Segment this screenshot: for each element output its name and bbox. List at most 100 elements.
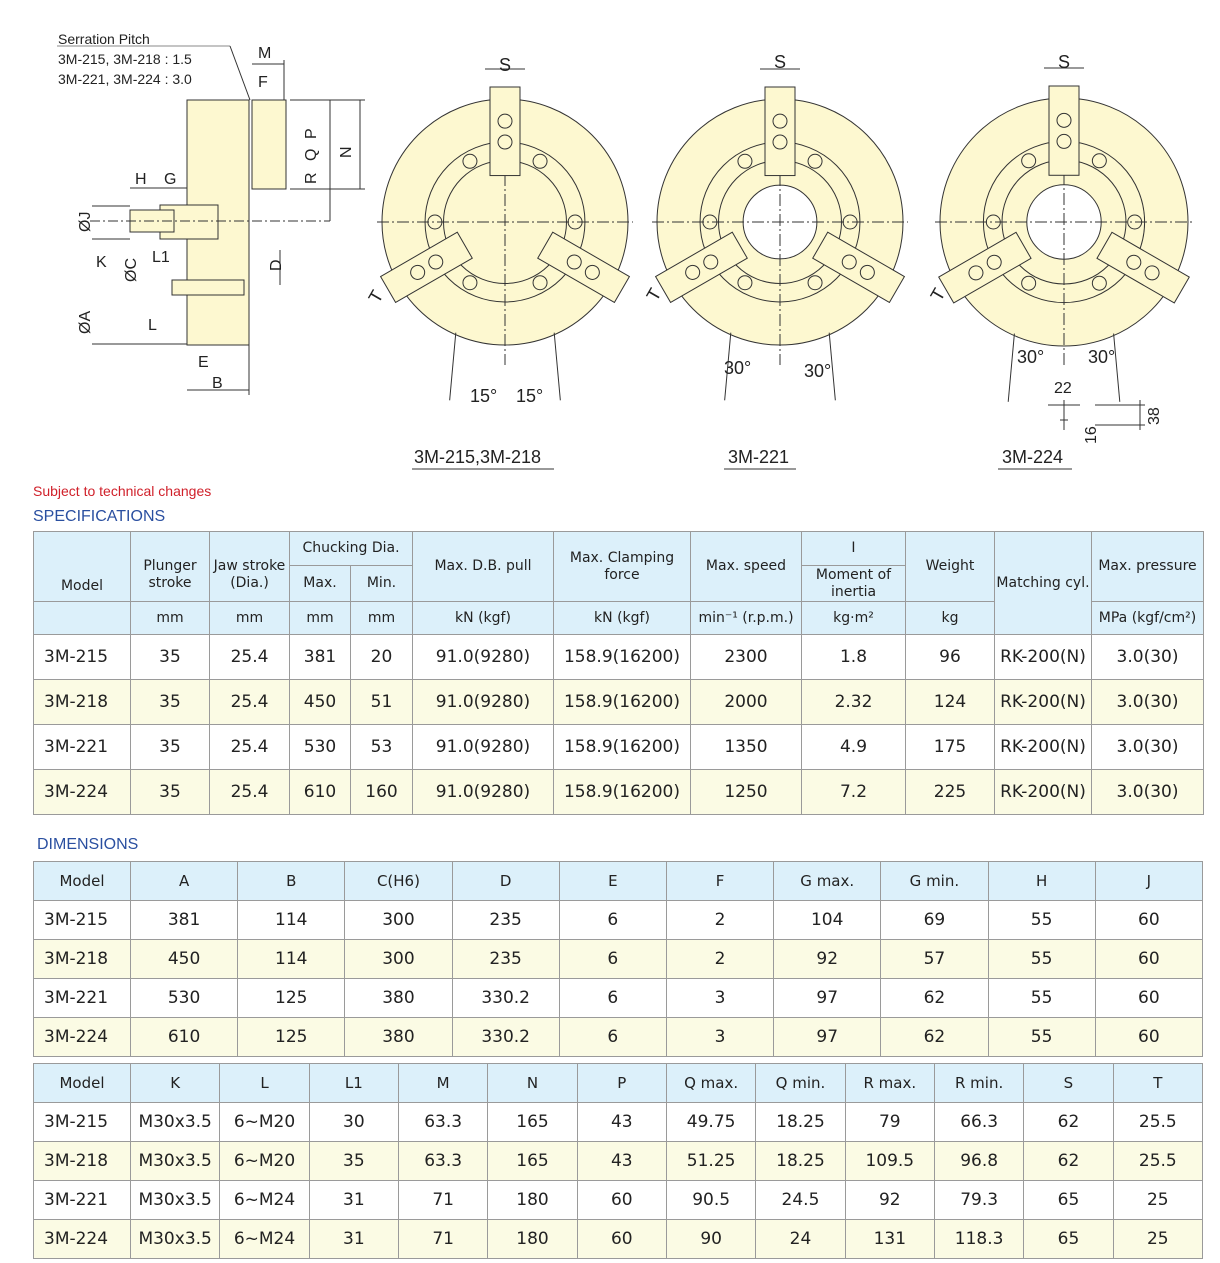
mounting-hole (985, 214, 1001, 230)
detail-dim-38: 38 (1146, 407, 1163, 425)
specifications-table: Model Plunger stroke Jaw stroke (Dia.) C… (33, 531, 1204, 815)
header-max-pressure: Max. pressure (1091, 531, 1204, 602)
table-cell: 66.3 (933, 1102, 1025, 1142)
mounting-hole (567, 214, 583, 230)
table-cell: 2 (665, 939, 775, 979)
table-cell: 20 (350, 634, 413, 680)
angle-line (1007, 333, 1015, 402)
table-cell: 6 (558, 900, 667, 940)
dim-label-s: S (774, 52, 786, 72)
mounting-hole (462, 275, 478, 291)
table-cell: 530 (129, 978, 239, 1018)
unit-label: kg·m² (801, 601, 906, 635)
jaw-block (654, 231, 748, 304)
table-cell: 71 (397, 1219, 489, 1259)
dim-label-g: G (164, 171, 176, 188)
mounting-hole (1021, 153, 1037, 169)
dimensions-table-1: Model A B C(H6) D E F G max. G min. H J 3M-215 381 11… (33, 861, 1204, 1057)
table-cell: 62 (880, 978, 989, 1018)
table-cell: 97 (773, 1017, 882, 1057)
bolt-hole (1126, 254, 1142, 270)
column-header: A (129, 861, 239, 901)
table-cell: 109.5 (844, 1141, 935, 1181)
jaw (1096, 231, 1190, 304)
table-cell: RK-200(N) (994, 679, 1092, 725)
table-row: 3M-215 M30x3.5 6~M20 30 63.3 165 43 49.75 18.25 7… (33, 1102, 1204, 1142)
table-cell: 300 (344, 939, 453, 979)
table-cell: 25 (1112, 1219, 1204, 1259)
table-cell: 610 (289, 769, 351, 815)
table-row: 3M-218 35 25.4 450 51 91.0(9280) 158.9(16200) 2… (33, 679, 1204, 725)
jaw (812, 231, 906, 304)
angle-line (553, 332, 561, 401)
dim-label-s: S (499, 55, 511, 75)
table-cell: 30 (308, 1102, 399, 1142)
dim-label-e: E (198, 354, 209, 371)
table-cell: 380 (344, 1017, 453, 1057)
mounting-hole (532, 275, 548, 291)
mounting-hole (1091, 153, 1107, 169)
mounting-hole (532, 153, 548, 169)
detail-dim-16: 16 (1083, 426, 1100, 444)
header-chucking-dia: Chucking Dia. (289, 531, 413, 566)
table-cell: 3.0(30) (1091, 769, 1204, 815)
table-cell: 18.25 (755, 1102, 846, 1142)
table-cell: 18.25 (755, 1141, 846, 1181)
dim-label-n: N (338, 146, 355, 158)
column-header: R max. (844, 1063, 935, 1103)
table-cell: 24 (755, 1219, 846, 1259)
dim-label-q: Q (303, 149, 320, 161)
table-cell: 92 (773, 939, 882, 979)
dim-label-t: T (364, 287, 387, 307)
dim-label-b: B (212, 375, 223, 392)
angle-line (828, 332, 836, 401)
table-cell: M30x3.5 (129, 1141, 221, 1181)
mounting-hole (1127, 214, 1143, 230)
header-db-pull: Max. D.B. pull (412, 531, 554, 602)
dim-label-c: ØC (123, 258, 140, 282)
table-cell: 104 (773, 900, 882, 940)
header-matching-cyl: Matching cyl. (994, 531, 1092, 635)
view-caption: 3M-224 (1002, 447, 1063, 467)
table-cell: 4.9 (801, 724, 906, 770)
table-cell: 24.5 (755, 1180, 846, 1220)
column-header: G min. (880, 861, 989, 901)
dimensions-title: DIMENSIONS (37, 836, 139, 853)
table-cell: 530 (289, 724, 351, 770)
table-cell: 2300 (690, 634, 802, 680)
table-cell: 6 (558, 978, 667, 1018)
table-cell: 62 (1023, 1102, 1114, 1142)
table-cell: RK-200(N) (994, 634, 1092, 680)
bolt-hole (986, 254, 1002, 270)
jaw-block (812, 231, 906, 304)
jaw (764, 86, 796, 177)
table-row: 3M-215 35 25.4 381 20 91.0(9280) 158.9(16200) 2… (33, 634, 1204, 680)
column-header: Model (33, 861, 131, 901)
table-cell: 114 (237, 900, 346, 940)
table-cell: 3.0(30) (1091, 679, 1204, 725)
dim-label-l1: L1 (152, 249, 170, 266)
table-cell: 300 (344, 900, 453, 940)
angle-label: 30° (804, 361, 831, 381)
column-header: Model (33, 1063, 131, 1103)
model-cell: 3M-218 (33, 1141, 131, 1181)
table-cell: 55 (987, 1017, 1096, 1057)
table-cell: 330.2 (451, 978, 560, 1018)
table-cell: 175 (905, 724, 995, 770)
table-cell: 35 (130, 769, 210, 815)
column-header: R min. (933, 1063, 1025, 1103)
dim-label-a: ØA (77, 311, 94, 334)
dim-label-j: ØJ (77, 212, 94, 232)
dim-label-r: R (303, 172, 320, 184)
table-cell: 158.9(16200) (553, 679, 691, 725)
column-header: E (558, 861, 667, 901)
table-row: 3M-221 M30x3.5 6~M24 31 71 180 60 90.5 24.5 92 79.… (33, 1180, 1204, 1220)
unit-label: kN (kgf) (412, 601, 554, 635)
jaw (537, 231, 631, 304)
jaw (489, 86, 521, 177)
table-cell: 6 (558, 1017, 667, 1057)
table-cell: 160 (350, 769, 413, 815)
mounting-hole (807, 275, 823, 291)
table-cell: 25.4 (209, 679, 290, 725)
table-cell: 6~M20 (219, 1141, 310, 1181)
